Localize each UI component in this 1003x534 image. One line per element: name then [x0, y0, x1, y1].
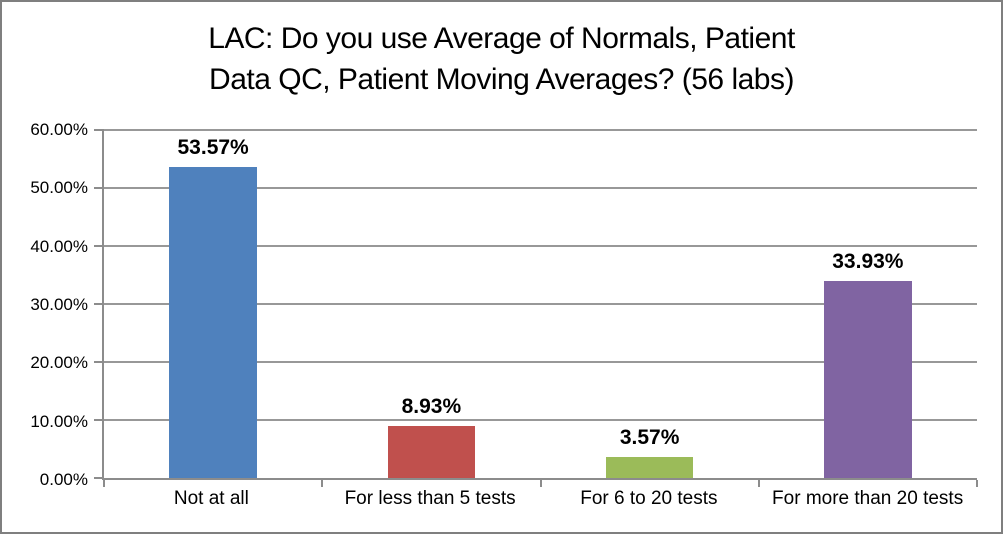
y-tick-mark [94, 303, 104, 305]
y-tick-label: 40.00% [30, 236, 88, 256]
y-tick-mark [94, 477, 104, 479]
x-tick-mark [321, 480, 324, 487]
bar [605, 457, 694, 478]
x-tick-mark [539, 480, 542, 487]
y-tick-mark [94, 245, 104, 248]
plot-area: 53.57% 8.93% 3.57% 33.93% [94, 129, 978, 487]
bar [387, 426, 476, 478]
x-tick-mark [757, 480, 760, 487]
bar [169, 167, 257, 478]
y-tick-label: 10.00% [30, 411, 88, 431]
gridline [104, 129, 977, 131]
y-tick-label: 0.00% [39, 470, 88, 489]
bar-label: 53.57% [177, 136, 249, 160]
chart-title-line-2: Data QC, Patient Moving Averages? (56 la… [209, 63, 794, 96]
bar-label: 33.93% [832, 250, 904, 274]
y-tick-label: 30.00% [30, 295, 88, 314]
chart-title-line-1: LAC: Do you use Average of Normals, Pati… [208, 22, 795, 55]
y-tick-mark [94, 129, 104, 131]
category-label: For less than 5 tests [344, 488, 516, 509]
chart-title: LAC: Do you use Average of Normals, Pati… [2, 18, 1001, 100]
y-tick-label: 20.00% [30, 353, 88, 373]
bar-label: 3.57% [619, 426, 680, 450]
y-tick-label: 50.00% [30, 178, 88, 198]
bar [824, 281, 912, 478]
category-label: Not at all [173, 488, 249, 509]
bar-label: 8.93% [401, 395, 462, 419]
x-axis-labels: Not at all For less than 5 tests For 6 to … [102, 488, 977, 510]
y-tick-mark [94, 187, 104, 189]
y-tick-label: 60.00% [30, 120, 88, 139]
y-tick-mark [94, 419, 104, 422]
x-tick-mark [103, 480, 105, 487]
category-label: For more than 20 tests [772, 488, 964, 509]
x-tick-mark [976, 480, 978, 487]
y-tick-mark [94, 361, 104, 364]
category-label: For 6 to 20 tests [580, 488, 718, 509]
y-axis-labels: 0.00% 10.00% 20.00% 30.00% 40.00% 50.00% 60.00… [2, 120, 88, 489]
